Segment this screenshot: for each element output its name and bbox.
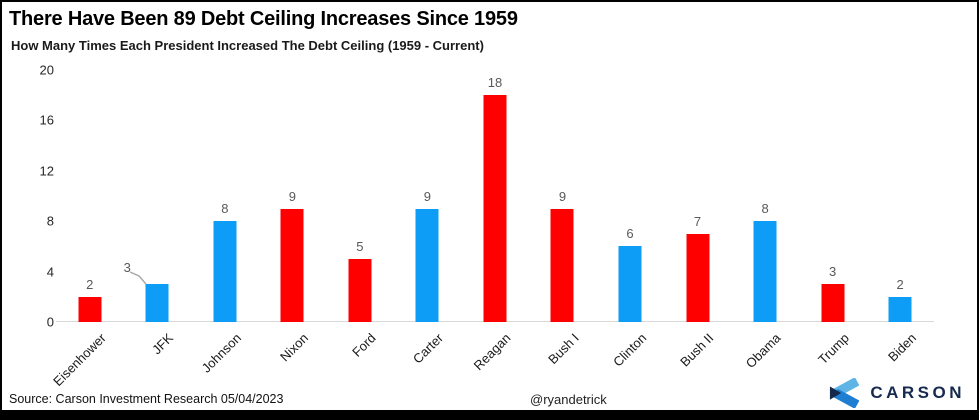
bar-value-label: 3 bbox=[123, 260, 131, 276]
bar-column: 9 Carter bbox=[394, 70, 462, 367]
x-axis-label-ford: Ford bbox=[349, 330, 379, 360]
bar-johnson bbox=[213, 221, 237, 322]
source-credit: Source: Carson Investment Research 05/04… bbox=[9, 392, 284, 406]
x-axis-label-trump: Trump bbox=[814, 330, 852, 368]
bar-column: 5 Ford bbox=[326, 70, 394, 360]
twitter-handle: @ryandetrick bbox=[530, 392, 607, 407]
bar-trump bbox=[821, 284, 845, 322]
bar-nixon bbox=[280, 208, 304, 322]
bar-value-label: 9 bbox=[423, 188, 432, 204]
bar-bush-ii bbox=[686, 233, 710, 322]
bar-biden bbox=[888, 296, 912, 322]
x-axis-label-clinton: Clinton bbox=[609, 330, 649, 370]
chart-subtitle: How Many Times Each President Increased … bbox=[11, 38, 484, 53]
bar-column: 9 Nixon bbox=[259, 70, 327, 365]
bar-obama bbox=[753, 221, 777, 322]
bar-value-label: 9 bbox=[288, 188, 296, 204]
bar-carter bbox=[415, 208, 439, 322]
bar-column: 6 Clinton bbox=[596, 70, 664, 369]
y-tick-label: 16 bbox=[39, 112, 54, 128]
bar-reagan bbox=[483, 95, 507, 322]
bar-value-label: 9 bbox=[558, 188, 567, 204]
callout-leader-line bbox=[130, 271, 147, 285]
bar-value-label: 5 bbox=[356, 239, 364, 254]
carson-logo-text: CARSON bbox=[870, 383, 965, 402]
bar-column: 8 Johnson bbox=[191, 70, 259, 375]
plot-area: 2 Eisenhower 3 JFK 8 Johnson 9 Nixon 5 Ford 9 Carte… bbox=[50, 70, 934, 389]
y-tick-label: 4 bbox=[46, 264, 54, 280]
y-tick-label: 0 bbox=[46, 314, 54, 330]
y-tick-label: 12 bbox=[39, 163, 54, 179]
bar-jfk bbox=[145, 284, 169, 322]
y-tick-label: 20 bbox=[39, 62, 54, 78]
x-axis-label-jfk: JFK bbox=[149, 330, 177, 358]
carson-logo: CARSON bbox=[829, 378, 965, 408]
x-axis-label-reagan: Reagan bbox=[471, 330, 514, 374]
bar-value-label: 18 bbox=[487, 75, 503, 91]
x-axis-label-carter: Carter bbox=[410, 330, 447, 367]
bar-column: 7 Bush II bbox=[664, 70, 732, 370]
bar-value-label: 2 bbox=[896, 276, 904, 292]
bar-value-label: 8 bbox=[221, 201, 229, 217]
bar-value-label: 7 bbox=[693, 213, 702, 229]
bar-value-label: 2 bbox=[86, 276, 94, 292]
bar-value-label: 8 bbox=[761, 201, 769, 217]
x-axis-label-obama: Obama bbox=[743, 330, 784, 372]
bar-column: 9 Bush I bbox=[529, 70, 597, 367]
bar-column: 3 JFK bbox=[124, 70, 192, 357]
x-axis-label-bush-ii: Bush II bbox=[677, 330, 717, 370]
bar-column: 8 Obama bbox=[731, 70, 799, 371]
bar-value-label: 3 bbox=[828, 264, 837, 280]
y-tick-label: 8 bbox=[46, 213, 54, 229]
x-axis-label-nixon: Nixon bbox=[277, 330, 312, 365]
x-axis-label-johnson: Johnson bbox=[198, 330, 244, 376]
bar-value-label: 6 bbox=[626, 226, 634, 242]
chart-title: There Have Been 89 Debt Ceiling Increase… bbox=[9, 8, 518, 30]
bar-column: 18 Reagan bbox=[461, 70, 529, 373]
carson-logo-icon bbox=[830, 378, 860, 408]
bar-column: 2 Eisenhower bbox=[50, 70, 124, 389]
x-axis-label-bush-i: Bush I bbox=[544, 330, 582, 367]
bar-bush-i bbox=[550, 208, 574, 322]
x-axis-label-eisenhower: Eisenhower bbox=[50, 330, 109, 389]
bar-clinton bbox=[618, 246, 642, 322]
bar-column: 2 Biden bbox=[866, 70, 934, 365]
bar-eisenhower bbox=[78, 296, 102, 322]
bar-ford bbox=[348, 259, 372, 322]
bar-column: 3 Trump bbox=[799, 70, 867, 367]
x-axis-label-biden: Biden bbox=[884, 330, 920, 365]
y-axis: 0 4 8 12 16 20 bbox=[20, 64, 54, 329]
